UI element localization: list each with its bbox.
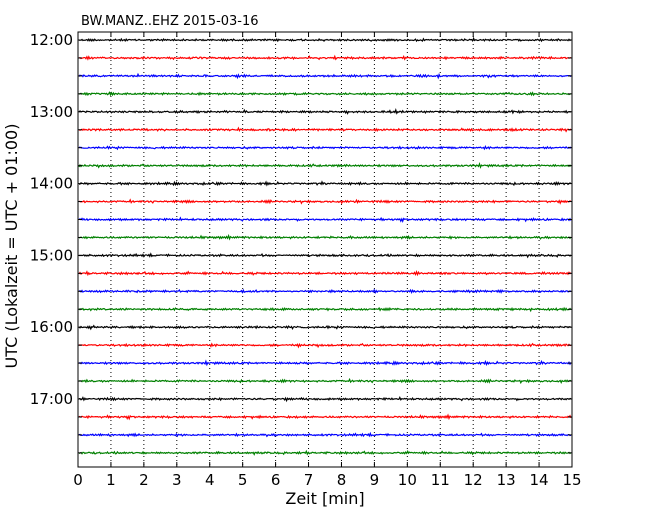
- x-tick-label: 10: [398, 471, 417, 489]
- trace-1615: [78, 342, 572, 349]
- trace-1645: [78, 377, 572, 385]
- x-tick-label: 2: [139, 471, 149, 489]
- trace-1530: [78, 288, 572, 295]
- y-tick-label: 16:00: [30, 318, 73, 336]
- trace-1315: [78, 126, 572, 133]
- x-tick-label: 15: [562, 471, 581, 489]
- trace-1345: [78, 161, 572, 169]
- trace-1300: [78, 108, 572, 115]
- trace-1730: [78, 431, 572, 438]
- trace-1600: [78, 324, 572, 331]
- y-tick-label: 15:00: [30, 246, 73, 264]
- trace-1745: [78, 449, 572, 456]
- grid-lines: [110, 32, 540, 467]
- x-tick-label: 12: [464, 471, 483, 489]
- trace-1215: [78, 54, 572, 61]
- x-tick-label: 5: [238, 471, 248, 489]
- trace-1400: [78, 180, 572, 187]
- seismogram-traces: [78, 36, 572, 456]
- trace-1630: [78, 359, 572, 367]
- y-tick-label: 14:00: [30, 175, 73, 193]
- x-tick-label: 8: [337, 471, 347, 489]
- x-tick-label: 3: [172, 471, 182, 489]
- trace-1430: [78, 216, 572, 223]
- trace-1500: [78, 252, 572, 259]
- axis-ticks: [77, 32, 573, 467]
- trace-1230: [78, 72, 572, 80]
- x-tick-label: 0: [73, 471, 83, 489]
- y-axis-label: UTC (Lokalzeit = UTC + 01:00): [2, 124, 21, 369]
- y-tick-label: 12:00: [30, 31, 73, 49]
- y-tick-label: 13:00: [30, 103, 73, 121]
- trace-1715: [78, 413, 572, 421]
- trace-1200: [78, 36, 572, 43]
- trace-1545: [78, 306, 572, 313]
- plot-area-frame: [77, 31, 573, 468]
- x-tick-label: 9: [370, 471, 380, 489]
- y-tick-labels: 12:00 13:00 14:00 15:00 16:00 17:00: [30, 31, 73, 408]
- x-tick-label: 1: [106, 471, 116, 489]
- trace-1700: [78, 395, 572, 403]
- trace-1245: [78, 91, 572, 97]
- x-tick-labels: 0 1 2 3 4 5 6 7 8 9 10 11 12 13 14 15: [73, 471, 581, 489]
- trace-1330: [78, 144, 572, 151]
- trace-1415: [78, 198, 572, 205]
- x-tick-label: 11: [431, 471, 450, 489]
- x-tick-label: 7: [304, 471, 314, 489]
- x-axis-label: Zeit [min]: [285, 489, 364, 508]
- trace-1515: [78, 270, 572, 277]
- x-tick-label: 13: [497, 471, 516, 489]
- y-tick-label: 17:00: [30, 390, 73, 408]
- x-tick-label: 14: [530, 471, 549, 489]
- x-tick-label: 6: [271, 471, 281, 489]
- x-tick-label: 4: [205, 471, 215, 489]
- trace-1445: [78, 233, 572, 241]
- chart-title: BW.MANZ..EHZ 2015-03-16: [81, 14, 259, 29]
